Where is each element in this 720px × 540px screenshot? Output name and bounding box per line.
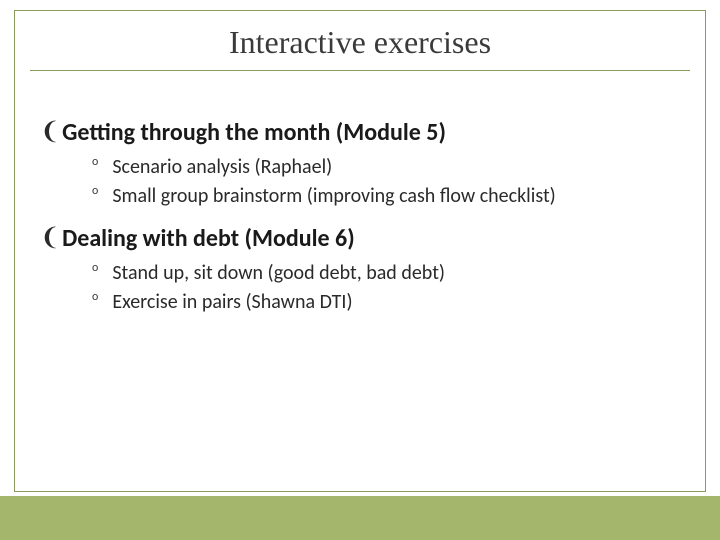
content-area: ❨ Getting through the month (Module 5) o… [40,118,680,330]
sub-bullet-icon: o [92,154,98,170]
footer-bar [0,496,720,540]
title-underline [30,70,690,71]
sub-bullet-icon: o [92,289,98,305]
list-item: o Exercise in pairs (Shawna DTI) [92,289,680,316]
sublist-2: o Stand up, sit down (good debt, bad deb… [92,260,680,316]
section-heading-1: ❨ Getting through the month (Module 5) [40,118,680,148]
list-item-text: Exercise in pairs (Shawna DTI) [112,289,352,316]
bullet-icon: ❨ [40,118,60,147]
list-item-text: Scenario analysis (Raphael) [112,154,332,181]
list-item: o Stand up, sit down (good debt, bad deb… [92,260,680,287]
section-heading-text: Dealing with debt (Module 6) [62,224,355,254]
bullet-icon: ❨ [40,224,60,253]
section-heading-text: Getting through the month (Module 5) [62,118,446,148]
sub-bullet-icon: o [92,260,98,276]
list-item: o Small group brainstorm (improving cash… [92,183,680,210]
sublist-1: o Scenario analysis (Raphael) o Small gr… [92,154,680,210]
sub-bullet-icon: o [92,183,98,199]
list-item-text: Stand up, sit down (good debt, bad debt) [112,260,445,287]
slide-title: Interactive exercises [0,24,720,61]
list-item: o Scenario analysis (Raphael) [92,154,680,181]
section-heading-2: ❨ Dealing with debt (Module 6) [40,224,680,254]
list-item-text: Small group brainstorm (improving cash f… [112,183,555,210]
